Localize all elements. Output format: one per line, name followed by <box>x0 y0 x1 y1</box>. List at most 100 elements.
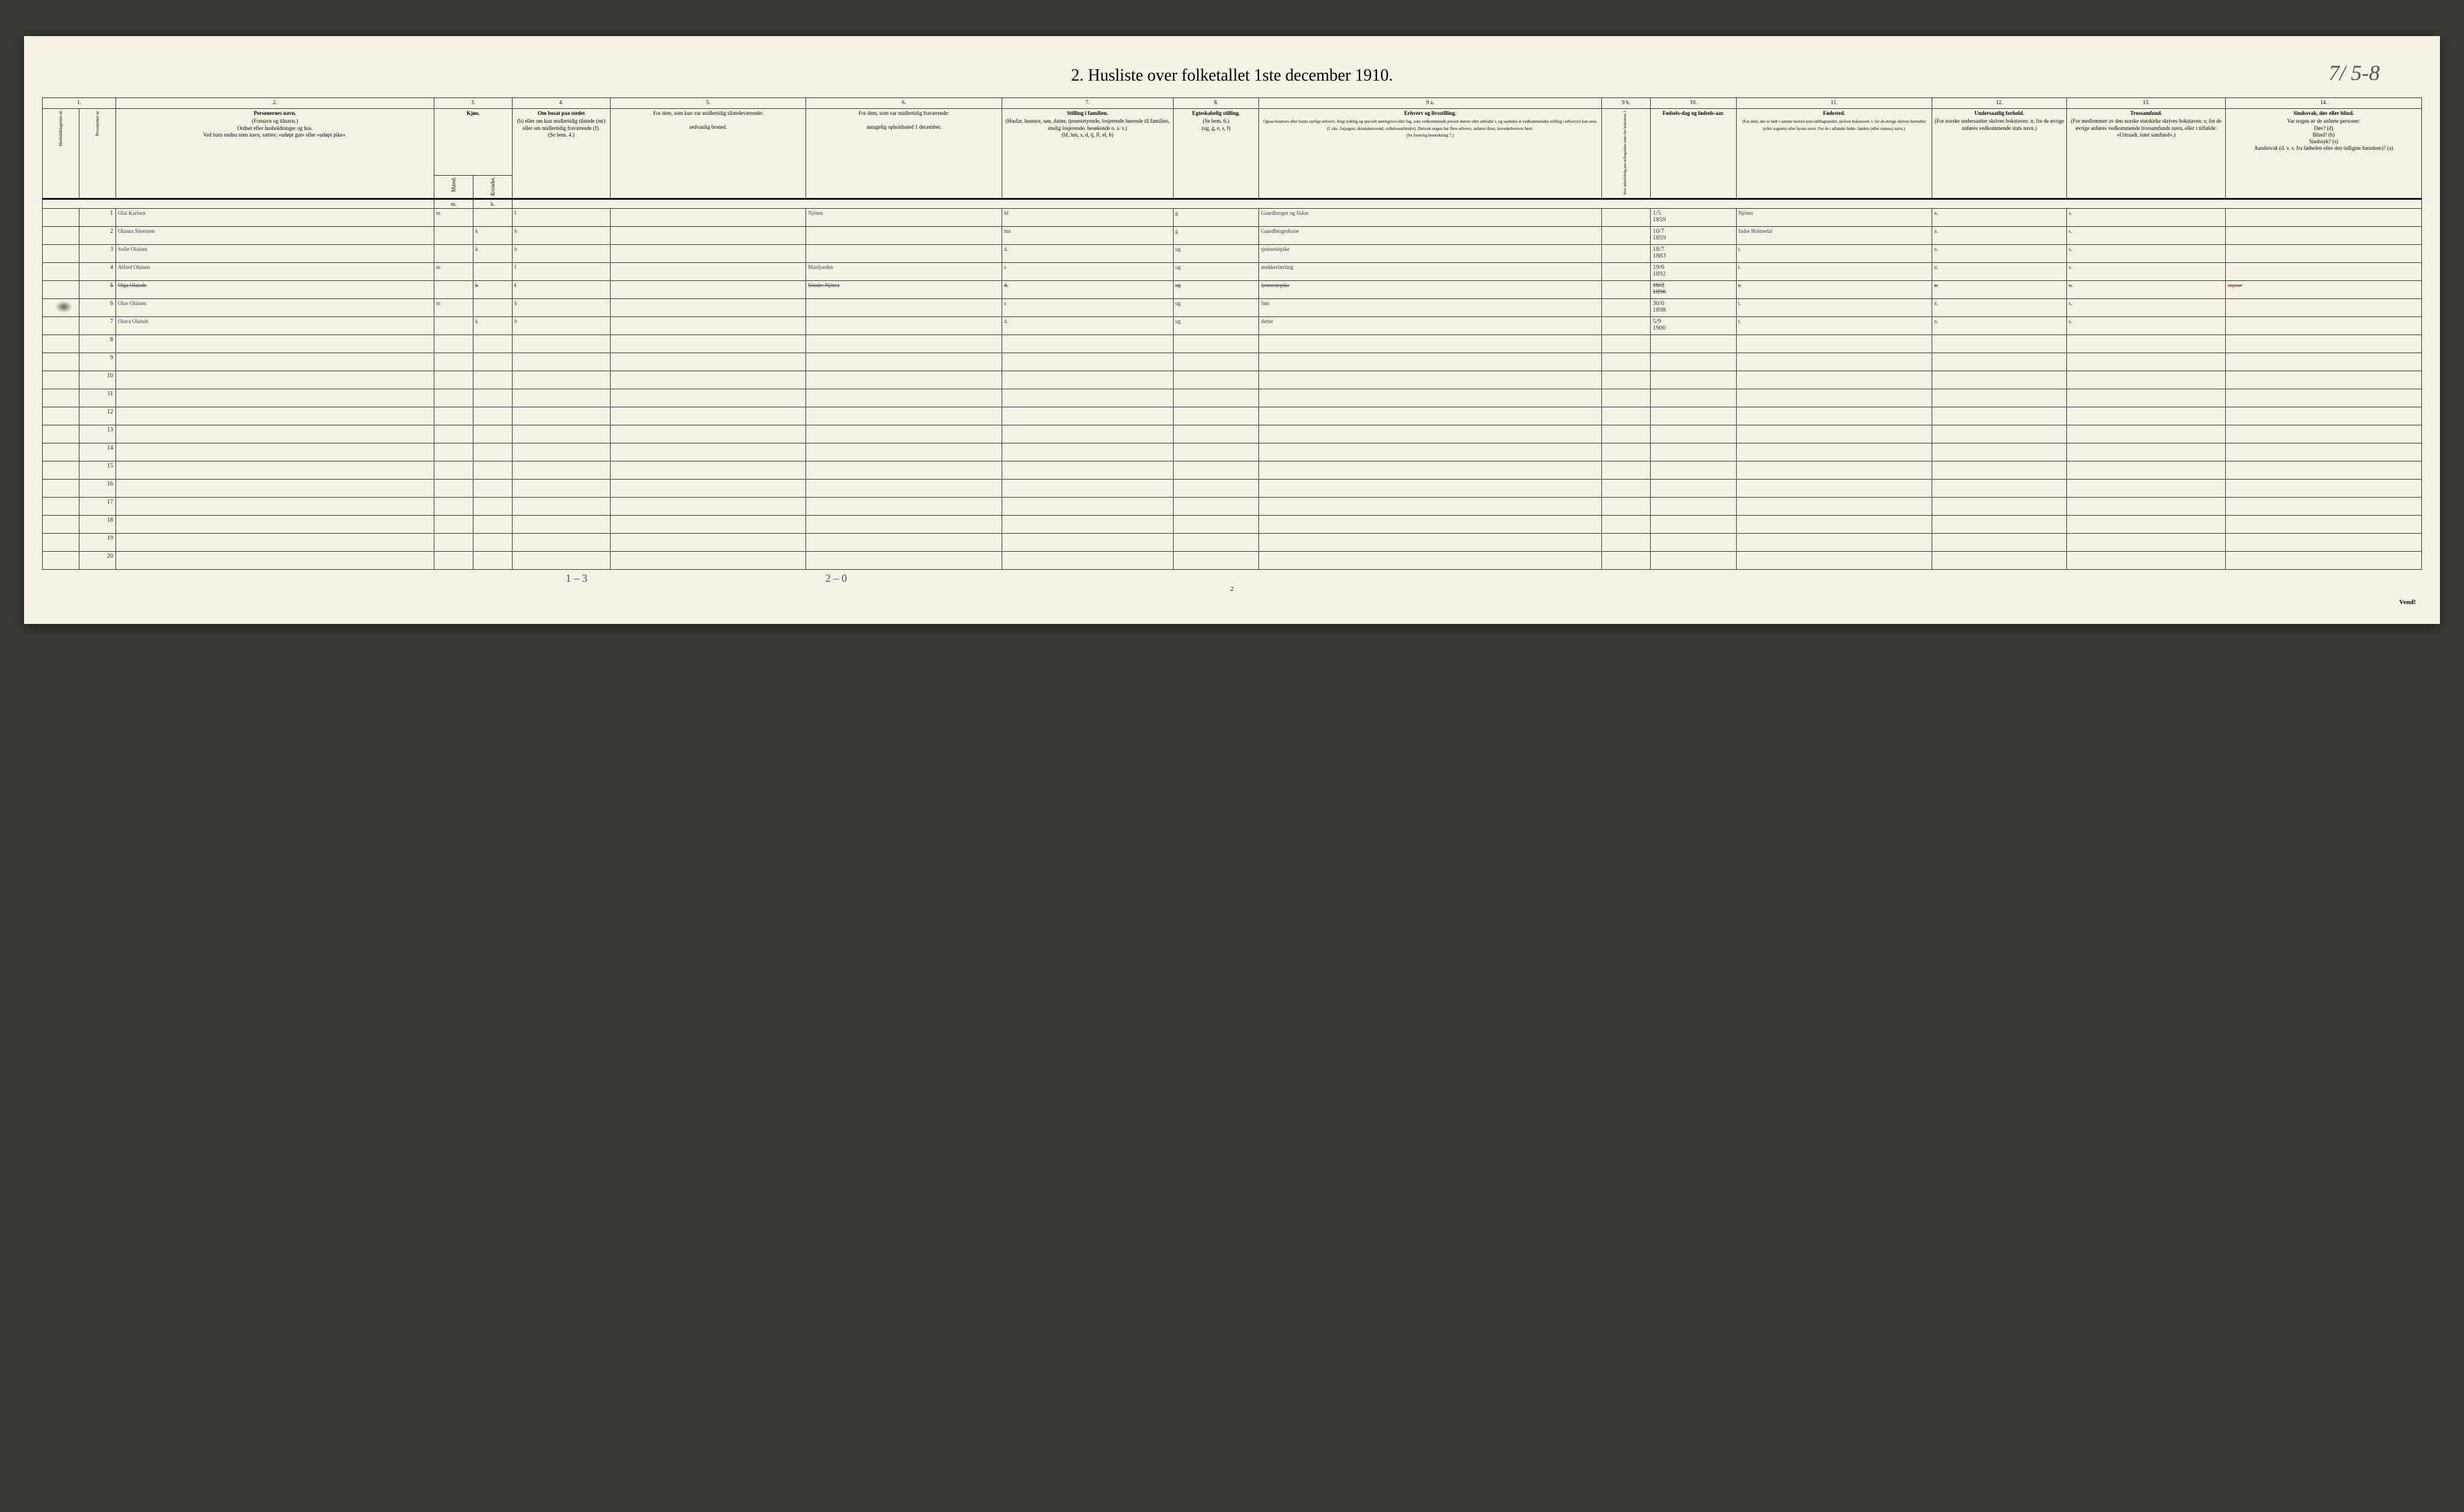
cell-c11: Indre Holmedal <box>1736 226 1932 244</box>
cell-empty <box>1932 533 2067 551</box>
cell-empty <box>1601 461 1650 479</box>
cell-empty <box>513 407 611 425</box>
cell-empty <box>1002 443 1173 461</box>
cell-empty <box>473 407 513 425</box>
cell-empty <box>1259 497 1602 515</box>
cell-c13: s. <box>2066 262 2225 280</box>
cell-c13: s. <box>2066 280 2225 298</box>
cell-empty <box>473 371 513 389</box>
cell-bf: f <box>513 262 611 280</box>
cell-c14 <box>2226 226 2422 244</box>
cell-c8: ug <box>1173 316 1258 335</box>
table-row: 5Olga Olaisdr.kfSöndre Njötend.ugtjennes… <box>43 280 2422 298</box>
cell-empty <box>806 425 1002 443</box>
cell-empty: 8 <box>79 335 116 353</box>
cell-empty <box>1932 353 2067 371</box>
cell-empty <box>1002 353 1173 371</box>
cell-name: Olav Olaisen <box>116 298 434 316</box>
cell-empty <box>513 533 611 551</box>
cell-bf: f <box>513 280 611 298</box>
cell-c11: t. <box>1736 298 1932 316</box>
cell-empty <box>1932 461 2067 479</box>
cell-c13: s. <box>2066 298 2225 316</box>
cell-empty <box>1002 533 1173 551</box>
cell-empty <box>513 371 611 389</box>
colnum-10: 10. <box>1651 98 1736 109</box>
cell-empty <box>1002 407 1173 425</box>
cell-k: k <box>473 280 513 298</box>
cell-c5 <box>610 316 806 335</box>
cell-c6: Njöten <box>806 208 1002 226</box>
table-row: 15 <box>43 461 2422 479</box>
cell-m <box>434 280 473 298</box>
table-row: 20 <box>43 551 2422 569</box>
cell-empty <box>610 461 806 479</box>
ink-smudge <box>55 301 72 313</box>
cell-empty <box>43 533 79 551</box>
cell-empty <box>1651 443 1736 461</box>
cell-name: Olga Olaisdr. <box>116 280 434 298</box>
cell-c8: g <box>1173 226 1258 244</box>
table-row: 8 <box>43 335 2422 353</box>
cell-empty: 13 <box>79 425 116 443</box>
cell-hh <box>43 280 79 298</box>
cell-empty <box>610 443 806 461</box>
cell-empty <box>2066 515 2225 533</box>
cell-empty <box>1173 515 1258 533</box>
cell-empty <box>116 389 434 407</box>
cell-empty <box>1651 407 1736 425</box>
cell-empty <box>1932 551 2067 569</box>
cell-empty <box>473 335 513 353</box>
colnum-6: 6. <box>806 98 1002 109</box>
cell-empty <box>1002 335 1173 353</box>
cell-empty <box>43 425 79 443</box>
cell-empty: 15 <box>79 461 116 479</box>
cell-empty <box>2066 533 2225 551</box>
cell-hh <box>43 208 79 226</box>
cell-empty <box>2226 497 2422 515</box>
cell-empty <box>2066 461 2225 479</box>
cell-c9b <box>1601 316 1650 335</box>
cell-empty <box>806 479 1002 497</box>
cell-empty <box>434 407 473 425</box>
cell-empty: 11 <box>79 389 116 407</box>
cell-name: Olai Karlsen <box>116 208 434 226</box>
cell-pn: 3 <box>79 244 116 262</box>
cell-c6 <box>806 298 1002 316</box>
cell-empty <box>610 353 806 371</box>
cell-empty <box>2066 371 2225 389</box>
cell-empty <box>1173 389 1258 407</box>
cell-empty <box>1736 425 1932 443</box>
colnum-3: 3. <box>434 98 513 109</box>
cell-empty: 14 <box>79 443 116 461</box>
cell-empty: 16 <box>79 479 116 497</box>
cell-empty <box>513 497 611 515</box>
cell-c10: 10/7 1859 <box>1651 226 1736 244</box>
cell-empty <box>434 515 473 533</box>
colnum-14: 14. <box>2226 98 2422 109</box>
cell-empty <box>1173 461 1258 479</box>
cell-empty <box>1601 371 1650 389</box>
cell-empty <box>1002 551 1173 569</box>
cell-empty <box>1173 353 1258 371</box>
cell-empty <box>1601 425 1650 443</box>
cell-empty <box>1651 479 1736 497</box>
cell-empty <box>43 515 79 533</box>
table-row: 19 <box>43 533 2422 551</box>
hdr-c11: Fødested. (For dem, der er født i samme … <box>1736 109 1932 199</box>
cell-empty <box>2226 371 2422 389</box>
cell-name: Olava Olaisdr. <box>116 316 434 335</box>
cell-c7: d. <box>1002 244 1173 262</box>
cell-empty: 17 <box>79 497 116 515</box>
cell-empty <box>806 389 1002 407</box>
cell-empty <box>1173 497 1258 515</box>
cell-empty <box>1601 497 1650 515</box>
hdr-c10: Fødsels-dag og fødsels-aar. <box>1651 109 1736 199</box>
cell-bf: b <box>513 298 611 316</box>
cell-empty <box>1601 479 1650 497</box>
cell-empty <box>116 551 434 569</box>
cell-c7: d. <box>1002 280 1173 298</box>
cell-c10: 18/7 1883 <box>1651 244 1736 262</box>
cell-c6 <box>806 226 1002 244</box>
cell-c6 <box>806 316 1002 335</box>
